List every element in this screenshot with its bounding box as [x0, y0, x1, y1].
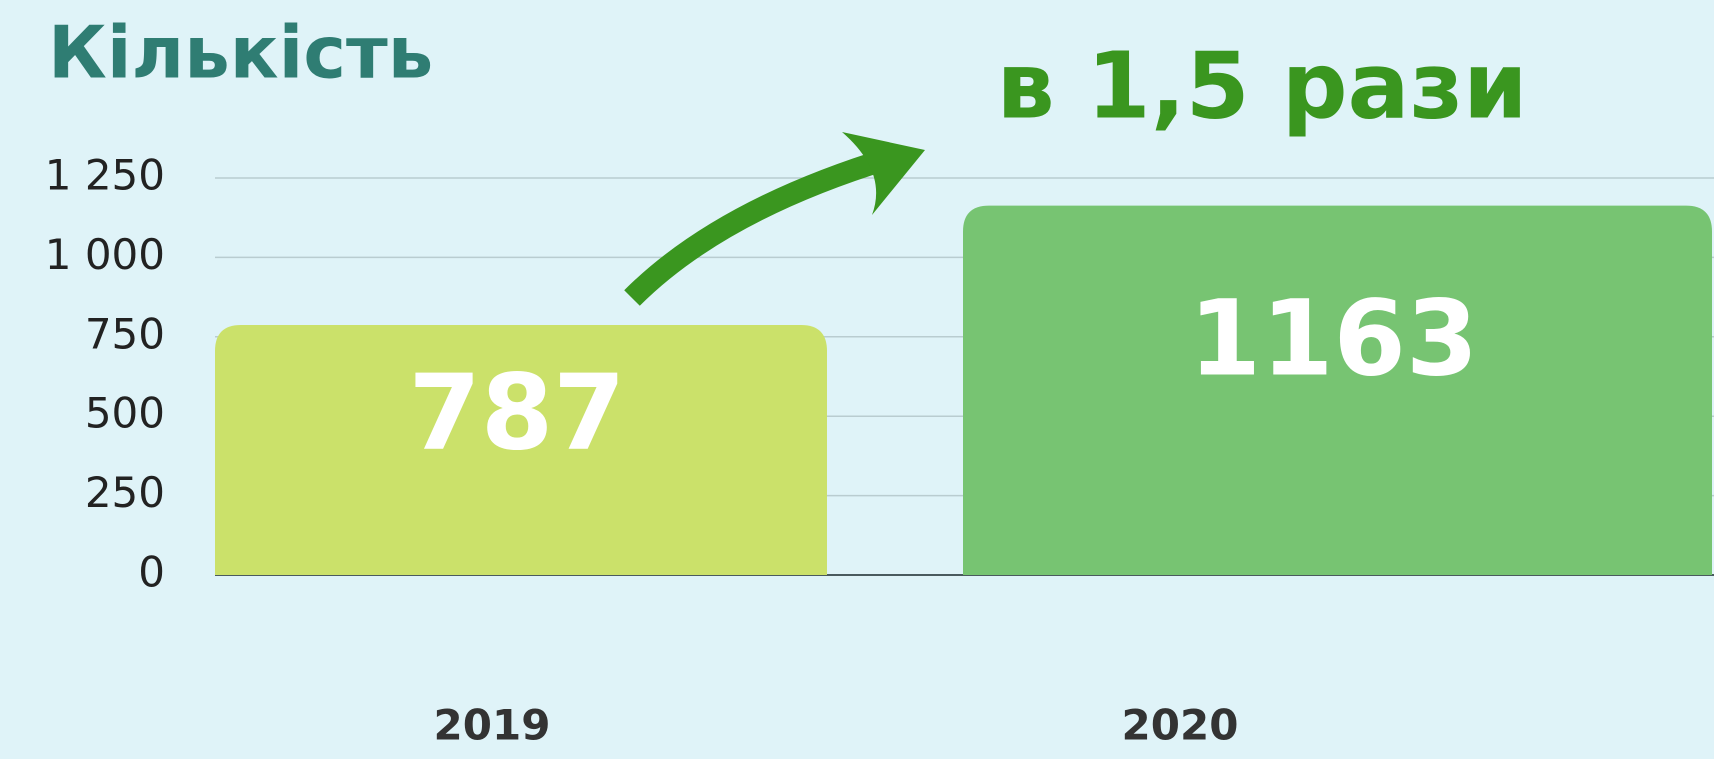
- y-tick-label: 0: [138, 548, 165, 597]
- y-tick-label: 1 250: [45, 151, 165, 200]
- x-tick-label: 2019: [434, 701, 551, 750]
- y-tick-label: 250: [85, 468, 165, 517]
- arrow: [624, 147, 894, 306]
- x-tick-label: 2020: [1122, 701, 1239, 750]
- bar: [215, 325, 827, 575]
- y-tick-label: 1 000: [45, 230, 165, 279]
- y-tick-label: 750: [85, 309, 165, 358]
- annotation: в 1,5 рази: [996, 32, 1527, 139]
- data-label: 1163: [1189, 277, 1478, 399]
- chart-title: Кількість: [48, 11, 433, 95]
- arrow-head: [842, 132, 925, 215]
- bars: [215, 205, 1712, 575]
- data-label: 787: [408, 351, 625, 473]
- y-tick-label: 500: [85, 389, 165, 438]
- bar: [963, 205, 1712, 575]
